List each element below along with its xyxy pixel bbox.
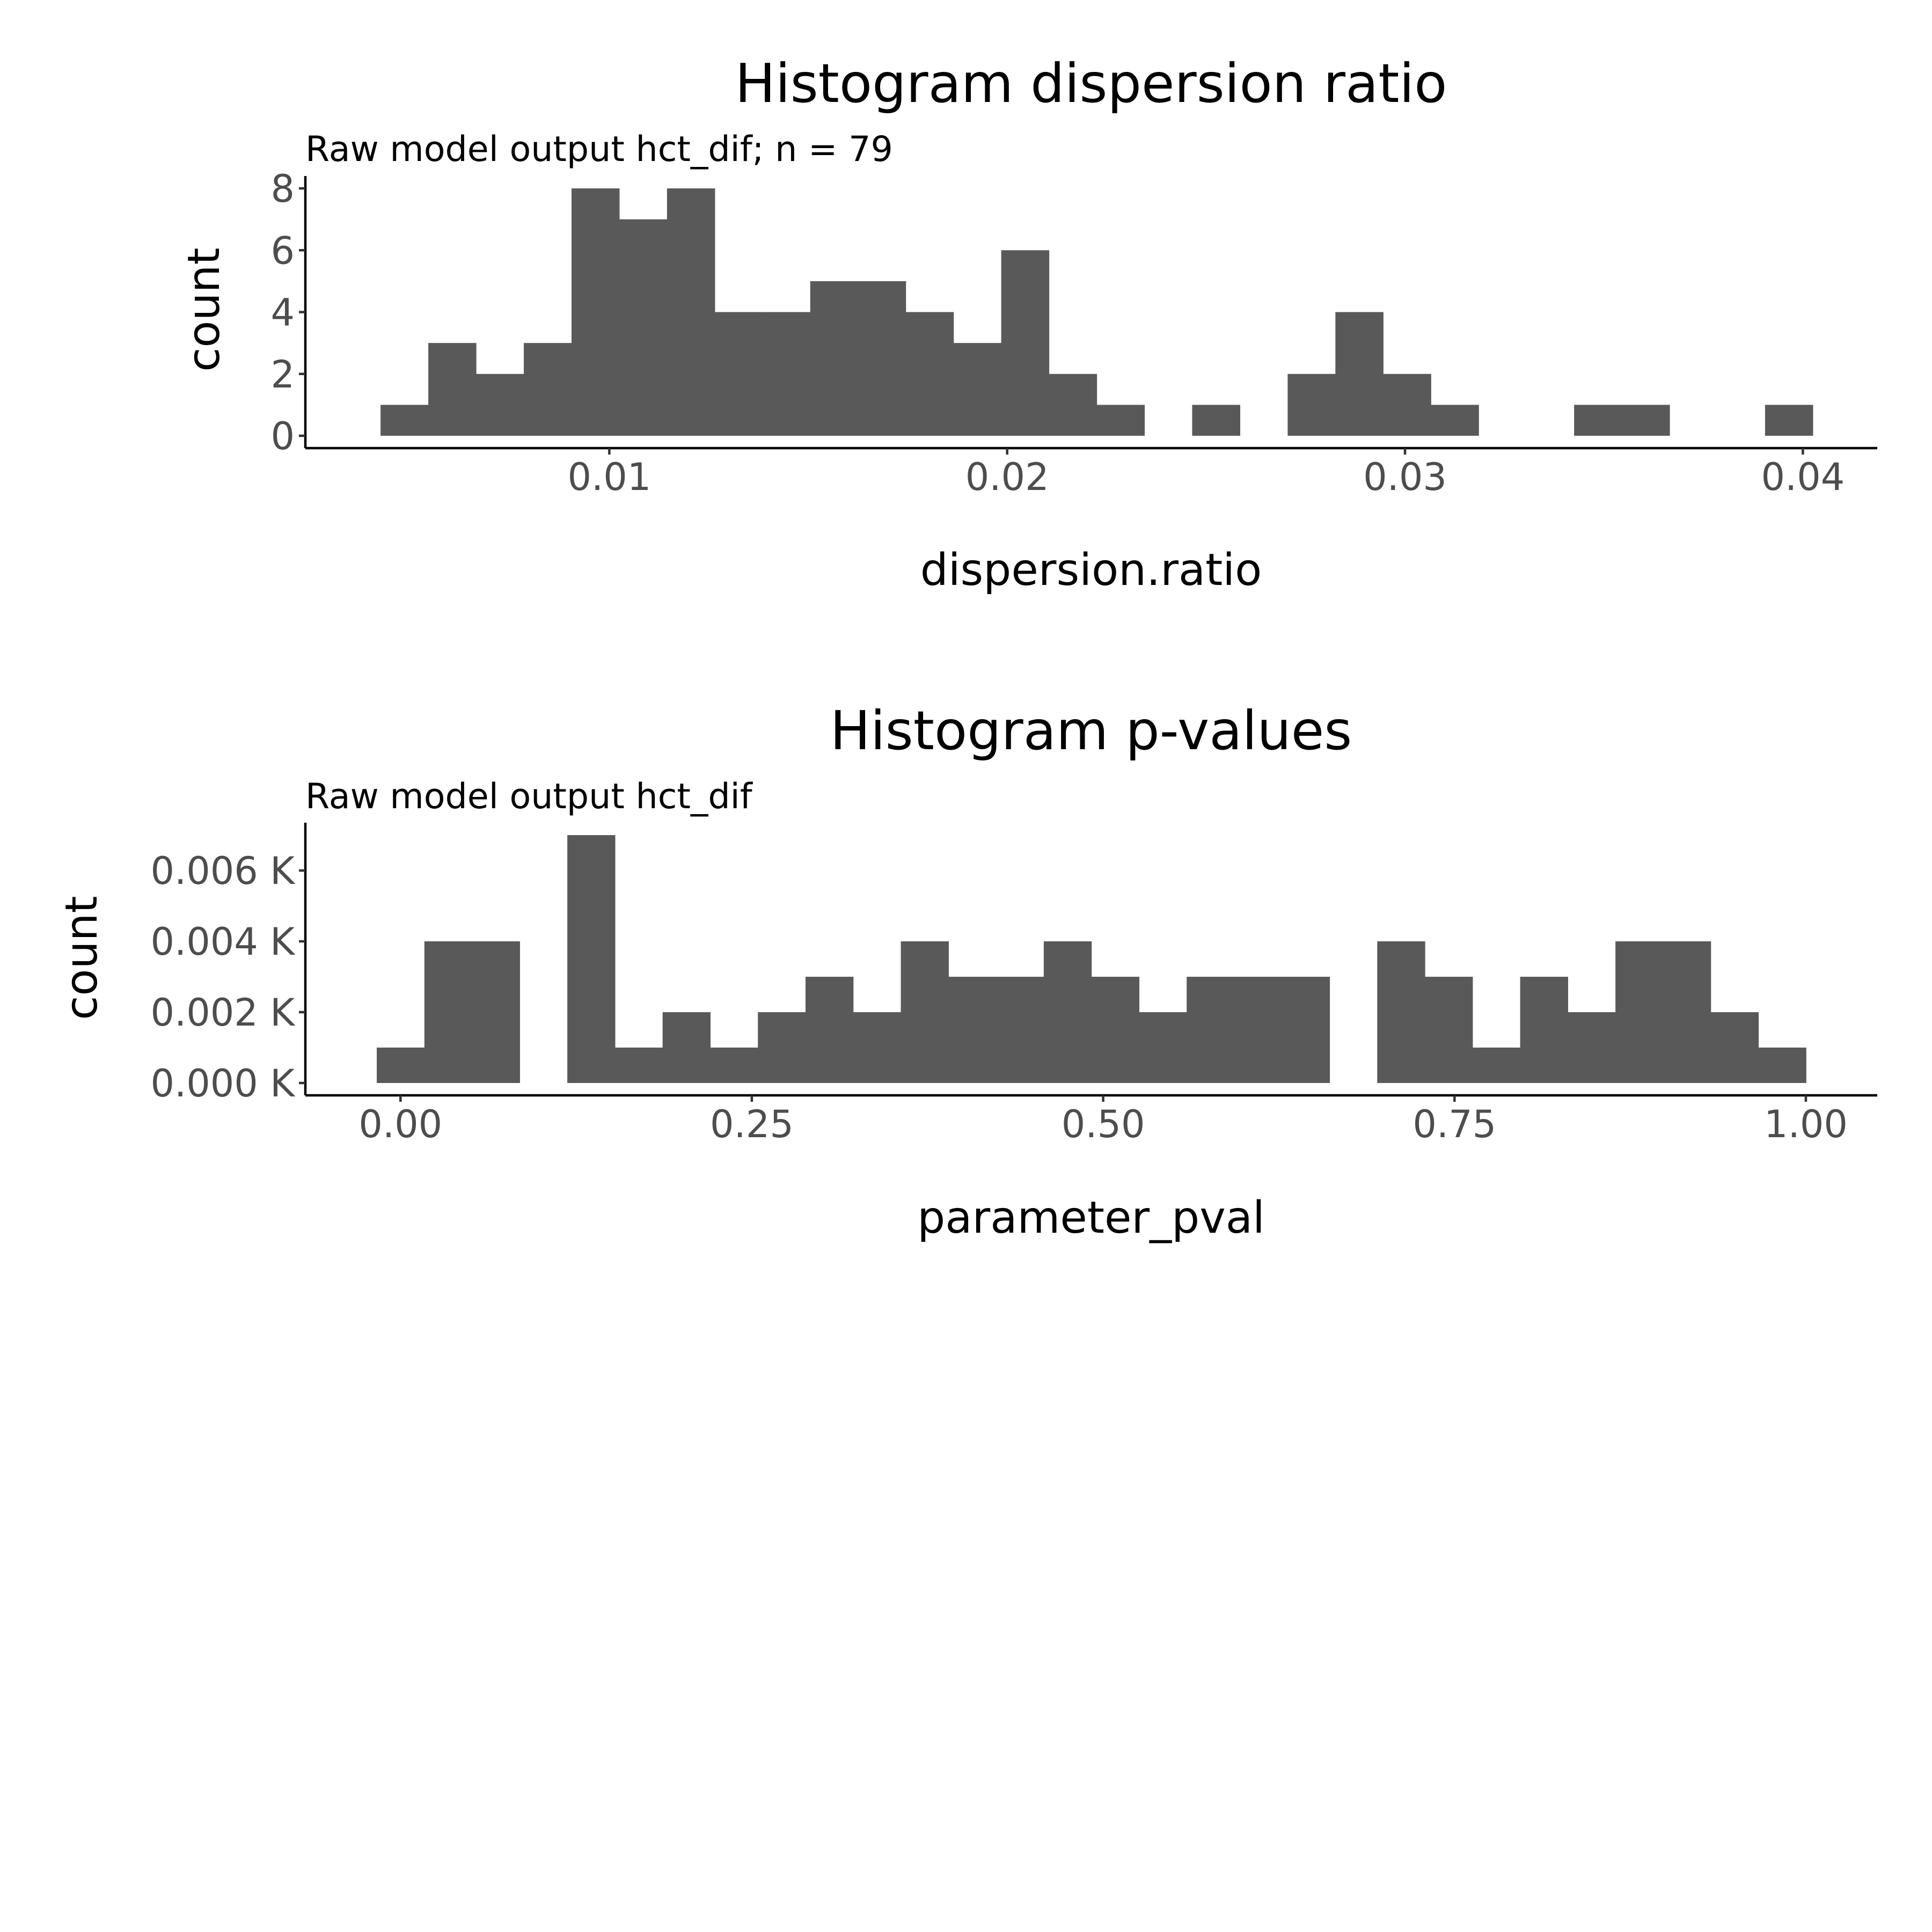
histogram-bar [996, 977, 1044, 1083]
x-tick-label: 0.75 [1413, 1102, 1496, 1146]
histogram-bar [1187, 977, 1235, 1083]
histogram-bar [428, 343, 477, 436]
histogram-bar [662, 1012, 711, 1083]
y-tick-label: 8 [270, 167, 295, 211]
histogram-bar [1574, 405, 1622, 436]
histogram-bar [853, 1012, 902, 1083]
histogram-bar [1335, 312, 1384, 436]
histogram-bar [1192, 405, 1240, 436]
y-axis-title: count [179, 247, 230, 371]
histogram-bar [1282, 977, 1330, 1083]
histogram-bars [380, 188, 1813, 436]
histogram-bar [377, 1048, 425, 1083]
y-axis-title: count [56, 896, 107, 1020]
chart-subtitle: Raw model output hct_dif [305, 777, 753, 817]
chart-title: Histogram p-values [830, 699, 1352, 762]
y-axis-ticks: 0.000 K 0.002 K 0.004 K 0.006 K [150, 849, 305, 1106]
histogram-bar [1096, 405, 1145, 436]
histogram-bar [1431, 405, 1479, 436]
y-tick-label: 4 [270, 291, 295, 335]
histogram-bar [1622, 405, 1670, 436]
y-axis-ticks: 0 2 4 6 8 [270, 167, 305, 458]
histogram-bar [758, 1012, 806, 1083]
histogram-bar [858, 281, 906, 436]
y-tick-label: 0.006 K [150, 849, 296, 893]
histogram-bar [1710, 1012, 1759, 1083]
x-axis-title: parameter_pval [917, 1192, 1265, 1243]
histogram-bar [1520, 977, 1568, 1083]
histogram-bar [1383, 374, 1431, 436]
histogram-bar [619, 219, 668, 436]
histogram-bar [1615, 941, 1664, 1083]
histogram-bar [1001, 250, 1050, 436]
y-tick-label: 6 [270, 229, 295, 273]
histogram-bar [1234, 977, 1283, 1083]
y-tick-label: 0.002 K [150, 991, 296, 1035]
histogram-bar [476, 374, 524, 436]
y-tick-label: 2 [270, 353, 295, 397]
histogram-bar [1091, 977, 1139, 1083]
histogram-bar [1472, 1048, 1521, 1083]
histogram-bar [1377, 941, 1425, 1083]
x-tick-label: 1.00 [1764, 1102, 1848, 1146]
histogram-bar [614, 1048, 663, 1083]
x-tick-label: 0.25 [710, 1102, 794, 1146]
p-values-panel: Histogram p-values Raw model output hct_… [56, 699, 1877, 1243]
y-tick-label: 0 [270, 414, 295, 458]
x-tick-label: 0.01 [567, 455, 651, 499]
histogram-bar [1139, 1012, 1187, 1083]
histogram-bar [948, 977, 997, 1083]
chart-subtitle: Raw model output hct_dif; n = 79 [305, 129, 893, 170]
histogram-bar [1568, 1012, 1616, 1083]
x-axis-ticks: 0.01 0.02 0.03 0.04 [567, 448, 1845, 499]
histogram-bar [1765, 405, 1813, 436]
y-tick-label: 0.004 K [150, 920, 296, 964]
histogram-bar [805, 977, 854, 1083]
histogram-bar [905, 312, 954, 436]
histogram-bar [1043, 941, 1092, 1083]
histogram-bar [901, 941, 949, 1083]
x-tick-label: 0.04 [1761, 455, 1845, 499]
histogram-bar [667, 188, 715, 436]
histogram-bar [472, 941, 520, 1083]
chart-title: Histogram dispersion ratio [735, 52, 1447, 115]
y-tick-label: 0.000 K [150, 1062, 296, 1106]
histogram-bar [523, 343, 572, 436]
x-axis-title: dispersion.ratio [920, 545, 1262, 596]
histogram-bar [424, 941, 473, 1083]
x-tick-label: 0.50 [1062, 1102, 1145, 1146]
x-axis-ticks: 0.00 0.25 0.50 0.75 1.00 [358, 1095, 1848, 1146]
histogram-bar [567, 835, 616, 1083]
histogram-bar [953, 343, 1002, 436]
histogram-bar [762, 312, 811, 436]
histogram-bar [1287, 374, 1336, 436]
dispersion-ratio-panel: Histogram dispersion ratio Raw model out… [179, 52, 1877, 596]
x-tick-label: 0.02 [965, 455, 1049, 499]
histogram-bar [810, 281, 859, 436]
histogram-bar [380, 405, 429, 436]
histogram-bar [710, 1048, 758, 1083]
x-tick-label: 0.00 [358, 1102, 442, 1146]
histogram-bar [1663, 941, 1711, 1083]
histogram-bar [714, 312, 763, 436]
x-tick-label: 0.03 [1363, 455, 1447, 499]
histogram-bar [1049, 374, 1097, 436]
histogram-bar [571, 188, 620, 436]
histogram-bars [377, 835, 1806, 1083]
histogram-bar [1425, 977, 1473, 1083]
histogram-bar [1758, 1048, 1806, 1083]
